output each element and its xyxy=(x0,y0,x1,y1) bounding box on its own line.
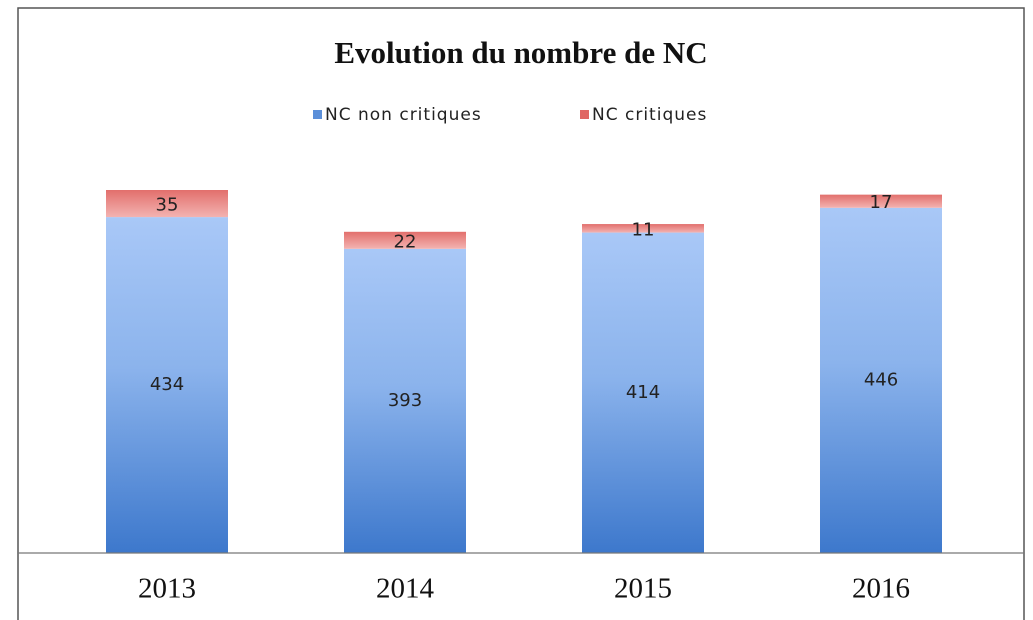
data-label: 414 xyxy=(626,382,660,403)
data-label: 17 xyxy=(870,192,893,213)
bar-segment xyxy=(106,217,228,554)
bar-segment xyxy=(106,190,228,218)
legend-label: NC critiques xyxy=(592,105,707,125)
bar-segment xyxy=(582,232,704,554)
data-label: 11 xyxy=(632,219,655,240)
bar-segment xyxy=(820,207,942,554)
chart-title: Evolution du nombre de NC xyxy=(334,35,707,70)
legend-label: NC non critiques xyxy=(325,105,482,125)
bar-segment xyxy=(344,231,466,249)
data-label: 446 xyxy=(864,369,898,390)
x-tick-label: 2013 xyxy=(138,573,196,605)
bar-segment xyxy=(344,248,466,553)
x-tick-label: 2015 xyxy=(614,573,672,605)
frame xyxy=(17,7,1025,620)
x-tick-label: 2016 xyxy=(852,573,910,605)
legend-marker xyxy=(313,110,322,119)
data-label: 35 xyxy=(156,195,179,216)
data-label: 22 xyxy=(394,231,417,252)
bar-segment xyxy=(582,224,704,233)
data-label: 434 xyxy=(150,374,184,395)
x-tick-label: 2014 xyxy=(376,573,435,605)
legend-marker xyxy=(580,110,589,119)
bar-segment xyxy=(820,194,942,208)
data-label: 393 xyxy=(388,390,422,411)
